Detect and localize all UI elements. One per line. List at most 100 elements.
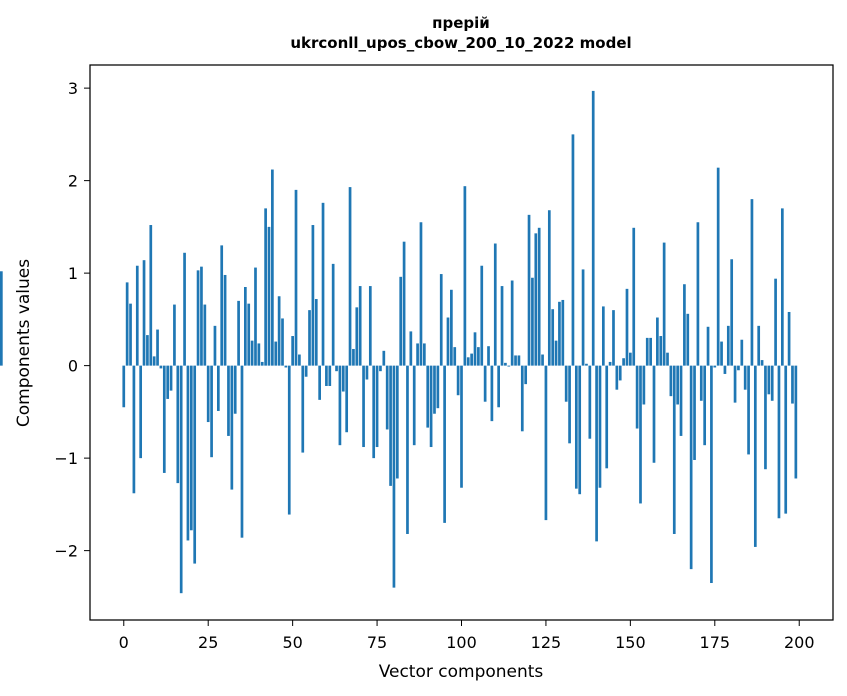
bar [747,365,750,455]
bar [608,361,612,366]
bar [703,365,707,446]
bar [423,343,426,366]
bar [206,365,210,423]
y-axis-ticks: −2 −1 0 1 2 3 [54,79,90,561]
bar [277,296,281,366]
bar [568,365,571,444]
bar [544,365,548,521]
bar [706,326,710,366]
bar [294,189,298,366]
bar [534,233,538,366]
bar [514,355,517,366]
bar [362,365,365,448]
bars-group [0,90,798,594]
bar [460,365,463,488]
bar [730,259,734,366]
bar [639,365,642,504]
chart-title-line: ukrconll_upos_cbow_200_10_2022 model [290,34,631,52]
bar [335,365,338,372]
bar [267,226,271,366]
bar [547,210,551,366]
bar [500,286,504,366]
bar [325,365,328,386]
bar [466,357,470,366]
bar [244,287,247,366]
x-axis-ticks: 0 25 50 75 100 125 150 175 200 [119,620,815,652]
bar [520,365,524,432]
bar [558,301,561,366]
bar [450,289,453,366]
bar [622,358,625,366]
x-tick-label: 100 [446,633,477,652]
bar [159,365,163,369]
bar [348,187,352,366]
bar [470,353,473,366]
bar [196,270,200,366]
bar [774,278,777,366]
chart-title-line: прерій [432,14,490,32]
bar [260,361,264,366]
bar [696,222,700,366]
bar [274,341,278,366]
x-tick-label: 200 [784,633,815,652]
bar [524,365,528,385]
bar [645,337,649,366]
bar [753,365,757,547]
bar [298,354,301,366]
bar [311,225,315,366]
bar [625,288,629,366]
bar [355,307,359,366]
bar [193,365,197,564]
bar [574,365,578,489]
bar [473,332,477,366]
bar [284,365,288,368]
bar [125,282,129,366]
bar [169,365,173,391]
bar [527,214,531,366]
bar [679,365,683,436]
bar [412,365,416,446]
bar [200,266,203,366]
bar [629,352,632,366]
bar [375,365,379,448]
bar [240,365,244,538]
y-tick-label: −1 [54,449,78,468]
bar [426,365,430,428]
bar [439,274,443,366]
bar [581,269,585,366]
bar [152,356,156,366]
bar [281,318,284,366]
y-tick-label: 2 [68,172,78,191]
bar [345,365,349,433]
bar [750,199,754,366]
bar [186,365,190,541]
chart-title: прерій ukrconll_upos_cbow_200_10_2022 mod… [290,14,631,52]
bar [652,365,656,463]
bar [672,365,676,534]
bar [271,169,274,366]
bar [406,365,409,534]
bar [341,365,345,392]
bar [598,365,602,488]
bar [129,303,132,366]
bar [510,280,514,366]
bar [162,365,166,473]
bar [595,365,598,542]
bar [331,263,335,366]
bar [480,265,484,366]
bar [588,365,592,439]
bar [264,208,267,366]
bar [216,365,220,411]
bar [770,365,774,401]
bar [304,365,308,377]
bar [737,365,740,371]
bar [287,365,291,515]
bar [507,365,511,367]
bar [149,225,153,366]
bar [618,365,622,381]
bar [659,336,663,366]
bar [328,365,332,386]
bar [551,309,555,366]
x-tick-label: 75 [367,633,387,652]
